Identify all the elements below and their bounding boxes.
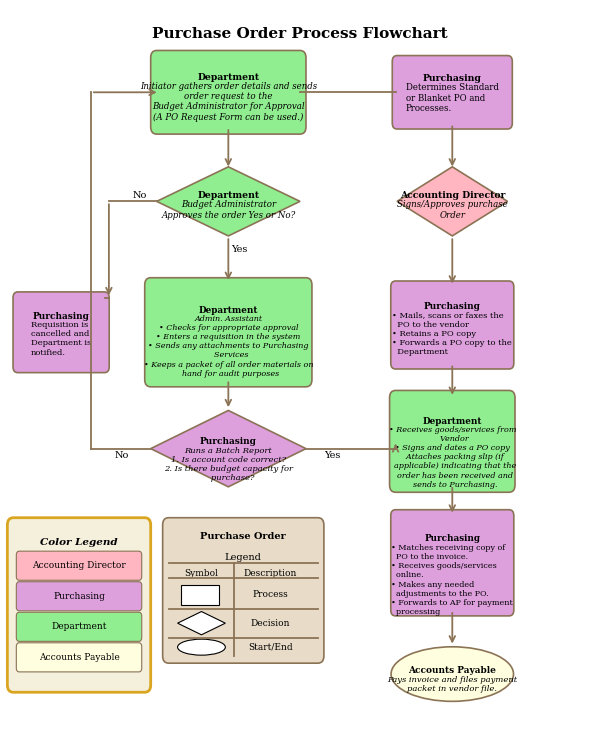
Text: Purchasing: Purchasing — [200, 437, 257, 446]
Text: Pays invoice and files payment
packet in vendor file.: Pays invoice and files payment packet in… — [387, 676, 517, 693]
Ellipse shape — [178, 639, 226, 655]
Ellipse shape — [391, 647, 514, 702]
Text: Legend: Legend — [225, 553, 262, 561]
Text: Accounting Director: Accounting Director — [32, 561, 126, 570]
Text: Yes: Yes — [232, 245, 248, 254]
Text: Accounts Payable: Accounts Payable — [409, 666, 496, 675]
Text: Purchasing: Purchasing — [423, 74, 482, 82]
Text: No: No — [115, 451, 129, 460]
Polygon shape — [151, 410, 306, 487]
Text: Purchasing: Purchasing — [424, 534, 480, 543]
FancyBboxPatch shape — [392, 55, 512, 129]
Text: Purchase Order Process Flowchart: Purchase Order Process Flowchart — [152, 27, 448, 41]
Text: Determines Standard
or Blanket PO and
Processes.: Determines Standard or Blanket PO and Pr… — [406, 83, 499, 113]
Text: Purchasing: Purchasing — [424, 302, 481, 311]
Text: Decision: Decision — [250, 618, 290, 628]
Text: Purchase Order: Purchase Order — [200, 532, 286, 541]
Text: Symbol: Symbol — [185, 569, 218, 577]
FancyBboxPatch shape — [145, 277, 312, 387]
Text: Department: Department — [197, 191, 259, 200]
FancyBboxPatch shape — [16, 551, 142, 580]
Text: Description: Description — [244, 569, 297, 577]
Text: Process: Process — [252, 591, 288, 599]
FancyBboxPatch shape — [151, 50, 306, 134]
Text: Accounting Director: Accounting Director — [400, 191, 505, 200]
Text: Initiator gathers order details and sends
order request to the
Budget Administra: Initiator gathers order details and send… — [140, 82, 317, 122]
FancyBboxPatch shape — [13, 292, 109, 372]
FancyBboxPatch shape — [389, 391, 515, 492]
Text: Accounts Payable: Accounts Payable — [38, 653, 119, 662]
Polygon shape — [157, 167, 300, 236]
Text: • Receives goods/services from
  Vendor
• Signs and dates a PO copy
  Attaches p: • Receives goods/services from Vendor • … — [389, 426, 516, 489]
Text: Yes: Yes — [324, 451, 340, 460]
FancyBboxPatch shape — [16, 643, 142, 672]
Text: Admin. Assistant
• Checks for appropriate approval
• Enters a requisition in the: Admin. Assistant • Checks for appropriat… — [143, 315, 313, 377]
FancyBboxPatch shape — [7, 518, 151, 692]
Polygon shape — [178, 612, 226, 635]
Text: Purchasing: Purchasing — [53, 592, 105, 601]
Text: Budget Administrator
Approves the order Yes or No?: Budget Administrator Approves the order … — [161, 201, 295, 220]
Text: Department: Department — [199, 306, 258, 315]
FancyBboxPatch shape — [391, 510, 514, 616]
Text: Requisition is
cancelled and
Department is
notified.: Requisition is cancelled and Department … — [31, 321, 91, 356]
Text: Purchasing: Purchasing — [32, 312, 89, 320]
Text: • Matches receiving copy of
  PO to the invoice.
• Receives goods/services
  onl: • Matches receiving copy of PO to the in… — [391, 544, 513, 616]
Text: • Mails, scans or faxes the
  PO to the vendor
• Retains a PO copy
• Forwards a : • Mails, scans or faxes the PO to the ve… — [392, 312, 512, 356]
FancyBboxPatch shape — [391, 281, 514, 369]
Text: Start/End: Start/End — [248, 642, 292, 652]
Bar — [181, 585, 220, 605]
FancyBboxPatch shape — [16, 612, 142, 642]
Text: Color Legend: Color Legend — [40, 538, 118, 547]
Text: Department: Department — [51, 622, 107, 631]
Text: Signs/Approves purchase
Order: Signs/Approves purchase Order — [397, 201, 508, 220]
FancyBboxPatch shape — [16, 582, 142, 611]
Text: Department: Department — [422, 417, 482, 426]
Text: Runs a Batch Report
1. Is account code correct?
2. Is there budget capacity for
: Runs a Batch Report 1. Is account code c… — [164, 447, 293, 483]
Text: Department: Department — [197, 73, 259, 82]
Polygon shape — [397, 167, 508, 236]
FancyBboxPatch shape — [163, 518, 324, 663]
Text: No: No — [133, 191, 147, 200]
